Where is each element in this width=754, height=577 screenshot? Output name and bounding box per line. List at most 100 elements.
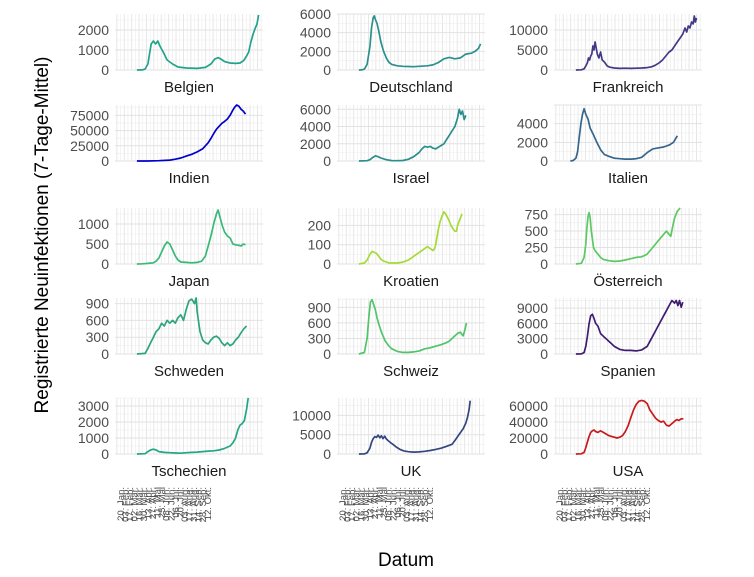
x-tick-label: 03. Feb.: [343, 487, 354, 522]
x-tick-label: 02. Mär.: [130, 487, 141, 521]
panel-frankreich: 0 5000 10000 Frankreich: [509, 14, 702, 96]
panel-title: Kroatien: [383, 273, 439, 290]
series-line: [358, 211, 463, 265]
x-tick-label: 20. Jan.: [555, 487, 566, 521]
panel-background: [115, 298, 263, 354]
series-line: [575, 399, 684, 455]
x-axis-column-1: 20. Jan.03. Feb.17. Feb.02. Mär.16. Mär.…: [116, 487, 214, 522]
y-tick-label: 20000: [509, 430, 548, 446]
panel-uk: 0 5000 10000 UK: [292, 398, 485, 480]
panel-deutschland: 0 2000 4000 6000 Deutschland: [300, 6, 485, 96]
x-tick-label: 25. Mai: [157, 487, 168, 518]
x-tick-label: 27. Apr.: [587, 487, 598, 519]
y-tick-label: 900: [308, 299, 332, 315]
x-tick-label: 28. Sep.: [198, 487, 209, 522]
y-tick-label: 2000: [517, 134, 548, 150]
x-tick-label: 17. Feb.: [347, 487, 358, 522]
x-tick-label: 17. Aug.: [624, 487, 635, 522]
y-tick-label: 0: [540, 446, 548, 462]
y-tick-label: 50000: [70, 123, 109, 139]
series-line: [136, 397, 250, 455]
x-axis-tick-labels: 20. Jan.03. Feb.17. Feb.02. Mär.16. Mär.…: [116, 487, 653, 522]
x-tick-label: 25. Mai: [596, 487, 607, 518]
y-tick-label: 10000: [292, 407, 331, 423]
panel-background: [115, 398, 263, 454]
panel-title: Schweden: [154, 363, 224, 380]
y-tick-label: 0: [323, 346, 331, 362]
series-line: [136, 297, 248, 355]
series-line: [575, 15, 698, 71]
x-tick-label: 22. Jun.: [605, 487, 616, 521]
panel-kroatien: 0 100 200 Kroatien: [308, 208, 485, 290]
y-tick-label: 10000: [509, 22, 548, 38]
panel-title: Tschechien: [151, 463, 226, 480]
x-tick-label: 20. Jan.: [338, 487, 349, 521]
panel-background: [337, 298, 485, 354]
x-tick-label: 03. Feb.: [560, 487, 571, 522]
y-tick-label: 6000: [517, 315, 548, 331]
y-tick-label: 0: [540, 256, 548, 272]
x-tick-label: 13. Apr.: [365, 487, 376, 519]
panel-title: Japan: [169, 273, 210, 290]
series-line: [575, 207, 681, 265]
y-tick-label: 0: [323, 446, 331, 462]
y-tick-label: 4000: [300, 119, 331, 135]
series-line: [358, 298, 468, 355]
panel-background: [337, 398, 485, 454]
y-tick-label: 0: [101, 153, 109, 169]
y-tick-label: 0: [323, 256, 331, 272]
x-tick-label: 13. Apr.: [143, 487, 154, 519]
series-line: [136, 14, 260, 71]
x-tick-label: 17. Feb.: [564, 487, 575, 522]
x-tick-label: 13. Apr.: [582, 487, 593, 519]
x-tick-label: 20. Jul.: [614, 487, 625, 518]
x-tick-label: 16. Mär.: [356, 487, 367, 521]
series-line: [136, 104, 247, 162]
x-tick-label: 12. Okt.: [642, 487, 653, 520]
x-tick-label: 16. Mär.: [134, 487, 145, 521]
y-tick-label: 0: [540, 153, 548, 169]
y-tick-label: 3000: [78, 398, 109, 414]
x-tick-label: 20. Jul.: [175, 487, 186, 518]
panel-title: Spanien: [600, 363, 655, 380]
x-tick-label: 20. Jan.: [116, 487, 127, 521]
x-tick-label: 02. Mär.: [569, 487, 580, 521]
x-tick-label: 11. Mai: [592, 487, 603, 517]
y-tick-label: 75000: [70, 107, 109, 123]
y-tick-label: 0: [101, 346, 109, 362]
y-tick-label: 0: [101, 62, 109, 78]
y-tick-label: 3000: [517, 331, 548, 347]
y-tick-label: 750: [525, 207, 549, 223]
x-tick-label: 22. Jun.: [166, 487, 177, 521]
x-tick-label: 30. Mär.: [361, 487, 372, 521]
panel-title: Belgien: [164, 79, 214, 96]
panel-title: Israel: [393, 170, 430, 187]
panel-background: [554, 14, 702, 70]
x-tick-label: 02. Mär.: [352, 487, 363, 521]
y-tick-label: 500: [86, 236, 110, 252]
y-tick-label: 9000: [517, 300, 548, 316]
y-tick-label: 1000: [78, 430, 109, 446]
y-tick-label: 60000: [509, 398, 548, 414]
y-tick-label: 0: [540, 62, 548, 78]
y-tick-label: 0: [101, 256, 109, 272]
panel-background: [554, 208, 702, 264]
panel-title: USA: [613, 463, 644, 480]
y-tick-label: 5000: [300, 427, 331, 443]
y-tick-label: 2000: [300, 136, 331, 152]
panel-background: [337, 208, 485, 264]
x-tick-label: 22. Jun.: [388, 487, 399, 521]
y-tick-label: 2000: [78, 414, 109, 430]
series-line: [570, 107, 679, 162]
x-tick-label: 12. Okt.: [203, 487, 214, 520]
x-tick-label: 31. Aug.: [189, 487, 200, 522]
x-tick-label: 27. Apr.: [148, 487, 159, 519]
panel-grid: 010002000Belgien0200040006000Deutschland…: [70, 6, 702, 480]
y-tick-label: 0: [101, 446, 109, 462]
x-tick-label: 03. Aug.: [180, 487, 191, 522]
x-tick-label: 14. Sep.: [194, 487, 205, 522]
